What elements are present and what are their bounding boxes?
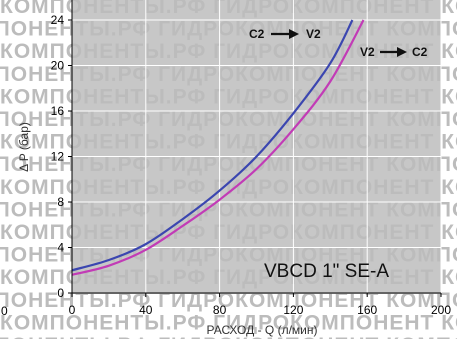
watermark-text: КОМПОНЕНТЫ.РФ ГИДРОКОМПОНЕНТ КОМПОНЕНТЫ.…: [0, 108, 457, 131]
x-tick-label: 40: [139, 303, 153, 317]
y-axis-label: Δ P (бар): [17, 122, 31, 172]
annotation-c2-v2-from: C2: [249, 27, 265, 41]
y-tick-label: 12: [51, 150, 65, 164]
y-tick-label: 8: [57, 195, 64, 209]
x-axis-label: РАСХОД - Q (л/мин): [207, 323, 318, 337]
x-tick-label: 160: [357, 303, 377, 317]
series-line-c2-v2: [71, 19, 354, 272]
watermark-text: КОМПОНЕНТЫ.РФ ГИДРОКОМПОНЕНТ КОМПОНЕНТЫ.…: [0, 131, 457, 154]
chart-title: VBCD 1" SE-A: [264, 261, 389, 282]
watermark-text: КОМПОНЕНТЫ.РФ ГИДРОКОМПОНЕНТ КОМПОНЕНТЫ.…: [0, 18, 457, 41]
annotation-v2-c2-to: C2: [412, 45, 428, 59]
annotation-v2-c2-from: V2: [360, 45, 375, 59]
x-tick-label: 120: [283, 303, 303, 317]
plot-background: [72, 0, 441, 294]
y-tick-label: 4: [57, 241, 64, 255]
x-tick-label: 0: [69, 303, 76, 317]
annotation-c2-v2-arrowhead: [289, 29, 299, 39]
tick-labels: 0 4 8 12 16 20 24 0 40 80 120 160 200: [51, 13, 452, 317]
watermark-text: КОМПОНЕНТЫ.РФ ГИДРОКОМПОНЕНТ КОМПОНЕНТЫ.…: [0, 289, 457, 312]
watermark-text: КОМПОНЕНТЫ.РФ ГИДРОКОМПОНЕНТ КОМПОНЕНТЫ.…: [0, 311, 457, 334]
watermark-text: КОМПОНЕНТЫ.РФ ГИДРОКОМПОНЕНТ КОМПОНЕНТЫ.…: [0, 176, 457, 199]
axes: [71, 0, 441, 294]
watermark-text: КОМПОНЕНТЫ.РФ ГИДРОКОМПОНЕНТ КОМПОНЕНТЫ.…: [0, 63, 457, 86]
watermark-text: КОМПОНЕНТЫ.РФ ГИДРОКОМПОНЕНТ КОМПОНЕНТЫ.…: [0, 40, 457, 63]
annotation-v2-c2: V2 C2: [360, 45, 428, 59]
y-tick-label: 24: [51, 13, 65, 27]
watermark-text: КОМПОНЕНТЫ.РФ ГИДРОКОМПОНЕНТ КОМПОНЕНТЫ.…: [0, 244, 457, 267]
y-tick-label: 0: [57, 286, 64, 300]
y-tick-label: 20: [51, 59, 65, 73]
y-tick-label: 16: [51, 104, 65, 118]
series-line-v2-c2: [71, 19, 365, 276]
watermark-text: КОМПОНЕНТЫ.РФ ГИДРОКОМПОНЕНТ КОМПОНЕНТЫ.…: [0, 266, 457, 289]
grid: [72, 0, 442, 293]
annotation-c2-v2: C2 V2: [249, 27, 321, 41]
watermark-text: КОМПОНЕНТЫ.РФ ГИДРОКОМПОНЕНТ КОМПОНЕНТЫ.…: [0, 85, 457, 108]
watermark-text: КОМПОНЕНТЫ.РФ ГИДРОКОМПОНЕНТ КОМПОНЕНТЫ.…: [0, 153, 457, 176]
x-tick-label: 80: [213, 303, 227, 317]
watermark-text: КОМПОНЕНТЫ.РФ ГИДРОКОМПОНЕНТ КОМПОНЕНТЫ.…: [0, 0, 457, 18]
watermark-text: КОМПОНЕНТЫ.РФ ГИДРОКОМПОНЕНТ КОМПОНЕНТЫ.…: [0, 198, 457, 221]
series-layer: [71, 19, 365, 276]
annotation-c2-v2-to: V2: [306, 27, 321, 41]
stray-tick-label: 0: [1, 304, 8, 318]
annotation-v2-c2-arrowhead: [397, 47, 407, 57]
watermark-text: КОМПОНЕНТЫ.РФ ГИДРОКОМПОНЕНТ КОМПОНЕНТЫ.…: [0, 221, 457, 244]
x-tick-label: 200: [431, 303, 451, 317]
